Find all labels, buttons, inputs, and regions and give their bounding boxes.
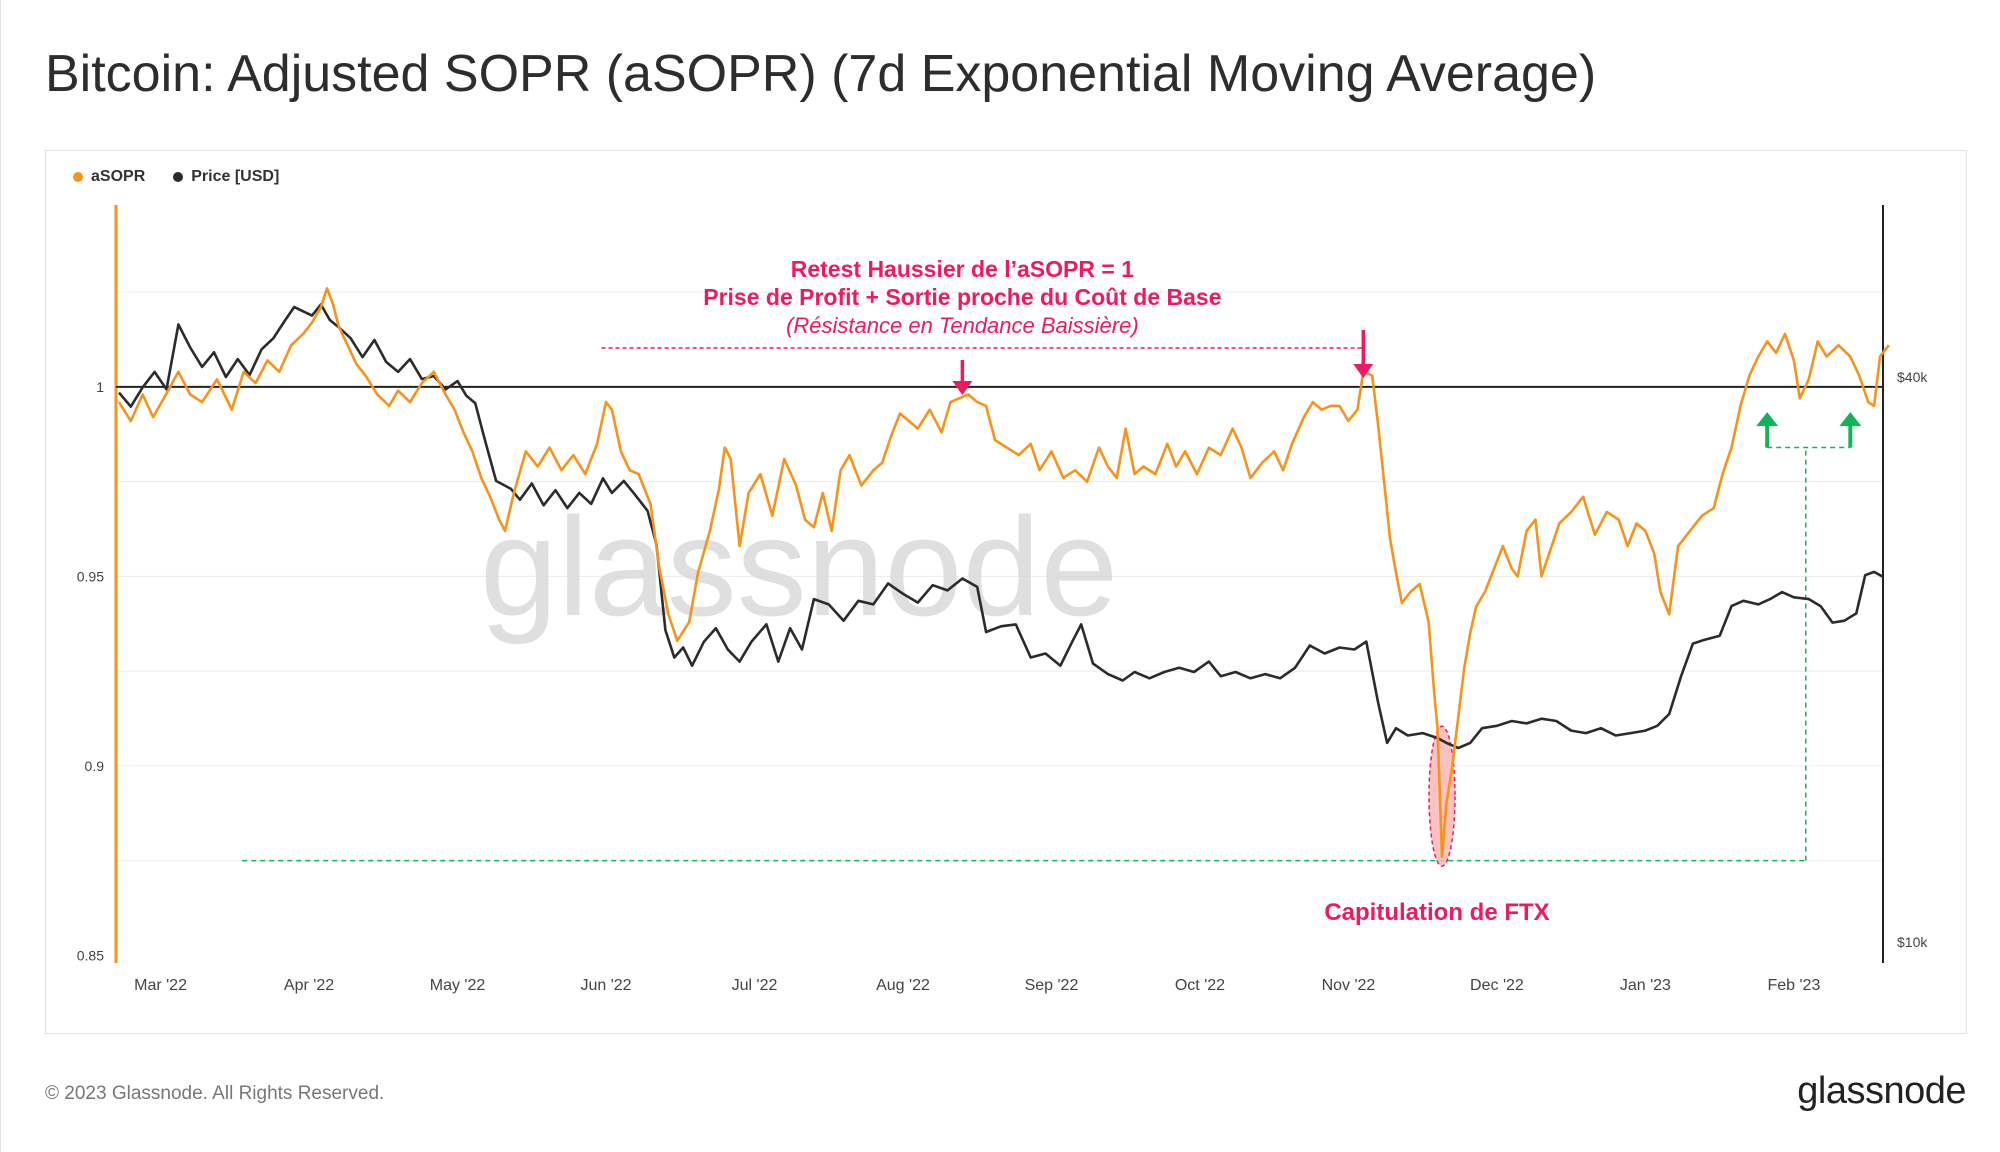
legend-label-asopr: aSOPR <box>91 168 146 185</box>
annotation-retest-line2: Prise de Profit + Sortie proche du Coût … <box>703 284 1221 310</box>
glassnode-logo: glassnode <box>1797 1070 1966 1112</box>
retest-arrow-head <box>952 381 973 395</box>
x-axis-tick: Jun '22 <box>580 977 631 994</box>
green-arrow-head <box>1839 412 1862 427</box>
x-axis-tick: Nov '22 <box>1322 977 1376 994</box>
chart-legend: aSOPR Price [USD] <box>73 168 279 186</box>
legend-dot-price <box>173 172 184 182</box>
chart-panel <box>45 150 1967 1034</box>
x-axis-tick: Sep '22 <box>1025 977 1079 994</box>
right-axis-tick: $40k <box>1897 369 1928 385</box>
annotation-retest-line3: (Résistance en Tendance Baissière) <box>786 313 1139 338</box>
x-axis-tick: Feb '23 <box>1767 977 1820 994</box>
asopr-series-line <box>117 287 1890 859</box>
x-axis-tick: Dec '22 <box>1470 977 1524 994</box>
right-axis-tick: $10k <box>1897 934 1928 950</box>
green-arrow-head <box>1756 412 1779 427</box>
x-axis-tick: Aug '22 <box>876 977 930 994</box>
x-axis-tick: Mar '22 <box>134 977 187 994</box>
legend-item-price[interactable]: Price [USD] <box>173 168 279 186</box>
annotation-capitulation-label: Capitulation de FTX <box>1324 899 1549 926</box>
legend-item-asopr[interactable]: aSOPR <box>73 168 145 186</box>
annotation-retest-line1: Retest Haussier de l’aSOPR = 1 <box>791 256 1134 282</box>
left-axis-tick: 0.9 <box>85 758 105 774</box>
x-axis-tick: Apr '22 <box>284 977 334 994</box>
left-axis-tick: 1 <box>96 379 104 395</box>
page-title: Bitcoin: Adjusted SOPR (aSOPR) (7d Expon… <box>45 45 1597 103</box>
copyright-footer: © 2023 Glassnode. All Rights Reserved. <box>45 1083 385 1104</box>
x-axis-tick: Jul '22 <box>732 977 778 994</box>
watermark: glassnode <box>480 488 1118 645</box>
x-axis-tick: Jan '23 <box>1620 977 1671 994</box>
capitulation-ellipse <box>1428 725 1456 867</box>
left-axis-tick: 0.95 <box>77 568 104 584</box>
legend-label-price: Price [USD] <box>191 168 280 185</box>
x-axis-tick: May '22 <box>430 977 486 994</box>
price-series-line <box>118 303 1884 750</box>
legend-dot-asopr <box>73 172 83 182</box>
x-axis-tick: Oct '22 <box>1175 977 1225 994</box>
left-axis-tick: 0.85 <box>77 947 104 963</box>
retest-arrow-head <box>1353 364 1374 378</box>
